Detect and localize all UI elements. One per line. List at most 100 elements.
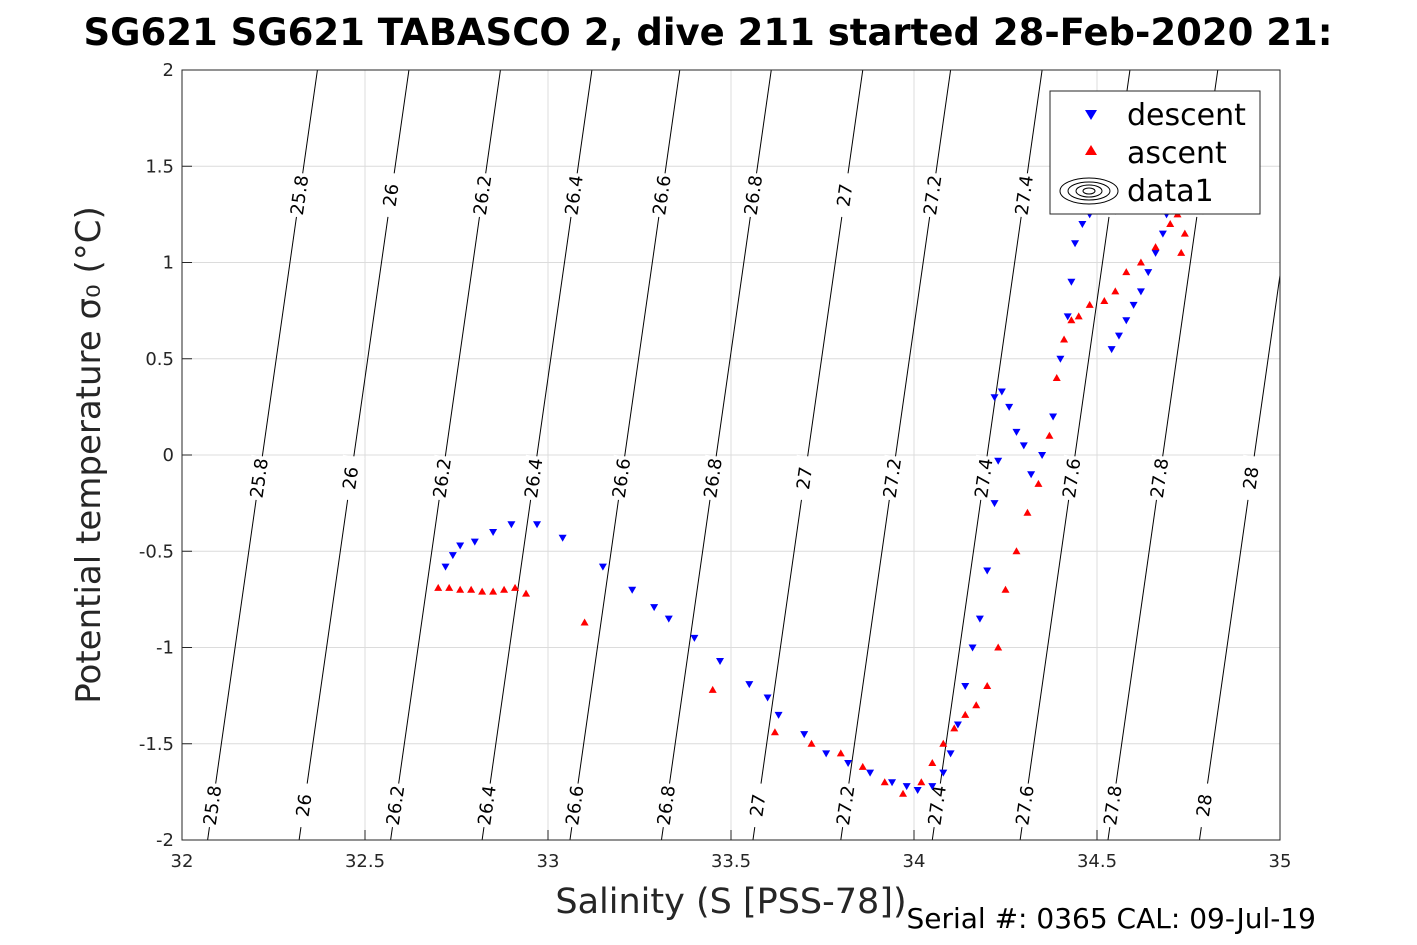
descent-point	[939, 769, 948, 777]
x-tick-label: 35	[1269, 851, 1292, 872]
contour-label: 26.8	[654, 784, 680, 827]
ascent-point	[1034, 479, 1043, 487]
contour-label-bg	[969, 454, 998, 502]
legend-descent-marker	[1085, 110, 1097, 120]
ascent-point	[1052, 374, 1061, 381]
descent-point	[558, 534, 567, 542]
y-tick-label: -2	[156, 830, 174, 851]
contour-label-bg	[830, 171, 859, 219]
ascent-point	[522, 589, 531, 597]
contour-label: 26.2	[383, 784, 409, 827]
descent-point	[997, 388, 1006, 396]
ascent-point	[1001, 585, 1010, 593]
contour-label-bg	[743, 782, 772, 829]
ascent-point	[445, 583, 454, 591]
contour-label-bg	[285, 171, 314, 219]
ascent-point	[1060, 335, 1069, 343]
descent-point	[1063, 313, 1072, 321]
ascent-point	[1067, 316, 1076, 324]
descent-point	[1056, 355, 1065, 363]
descent-point	[1012, 428, 1021, 436]
contour-label: 26.4	[521, 457, 547, 500]
ascent-point	[950, 724, 959, 732]
contour-label: 26.2	[429, 457, 455, 500]
descent-point	[990, 500, 999, 508]
ascent-point	[456, 585, 465, 593]
ascent-point	[1085, 300, 1094, 308]
legend-data1-label: data1	[1127, 174, 1214, 209]
ascent-point	[708, 685, 717, 693]
contour-label-bg	[1145, 454, 1174, 502]
ascent-point	[1166, 220, 1175, 227]
contour-label-bg	[381, 782, 410, 829]
contour-label: 26	[380, 182, 404, 208]
contour-label: 27	[793, 465, 817, 491]
legend-ascent-marker	[1085, 145, 1097, 155]
y-tick-label: -1	[156, 638, 174, 659]
y-tick-label: 2	[163, 60, 174, 81]
contour-label-bg	[377, 171, 406, 219]
ascent-point	[928, 759, 937, 766]
y-tick-label: 1.5	[145, 156, 174, 177]
descent-point	[1049, 413, 1058, 421]
descent-point	[1005, 403, 1014, 411]
ascent-point	[1151, 243, 1160, 251]
contour-label: 26	[339, 465, 363, 491]
descent-point	[866, 769, 875, 777]
density-contour-line	[1198, 271, 1280, 840]
descent-point	[961, 683, 970, 690]
x-tick-label: 33.5	[711, 851, 751, 872]
contour-label-bg	[1237, 454, 1266, 502]
descent-point	[953, 721, 962, 729]
descent-point	[1114, 332, 1123, 340]
contour-label-bg	[699, 454, 728, 502]
contour-label: 27.2	[920, 174, 946, 217]
descent-point	[990, 394, 999, 402]
descent-point	[763, 694, 772, 702]
contour-label-bg	[428, 454, 457, 502]
x-tick-label: 32.5	[345, 851, 385, 872]
contour-label-bg	[519, 454, 548, 502]
contour-label-bg	[245, 454, 274, 502]
descent-point	[1078, 221, 1087, 228]
ascent-point	[1012, 547, 1021, 555]
x-axis-ticks: 32 32.5 33 33.5 34 34.5 35	[171, 830, 1292, 872]
legend-descent-label: descent	[1127, 98, 1246, 133]
ascent-point	[880, 778, 889, 786]
descent-point	[745, 681, 754, 689]
ascent-point	[434, 583, 443, 591]
descent-point	[1027, 471, 1036, 479]
descent-point	[1019, 442, 1028, 450]
ascent-point	[489, 587, 498, 595]
y-axis-label: Potential temperature σ₀ (°C)	[69, 206, 109, 704]
descent-point	[470, 538, 479, 546]
descent-point	[913, 786, 922, 794]
contour-label: 27	[833, 182, 857, 208]
contour-label: 27.4	[1012, 174, 1038, 217]
y-tick-label: -0.5	[139, 541, 174, 562]
descent-point	[507, 521, 516, 529]
contour-label-bg	[1011, 782, 1040, 829]
density-contours: 25.8 25.8 25.8 26 26 26 26.2 26.2 26.2 26.4 26.4 26…	[198, 70, 1280, 840]
serial-cal-footer: Serial #: 0365 CAL: 09-Jul-19	[906, 902, 1316, 935]
descent-point	[1071, 240, 1080, 248]
y-tick-label: 0.5	[145, 349, 174, 370]
contour-label-bg	[560, 782, 589, 829]
ascent-point	[1074, 312, 1083, 320]
descent-point	[650, 604, 659, 612]
ascent-point	[807, 739, 816, 747]
contour-label: 26.6	[649, 174, 675, 217]
ascent-point	[899, 789, 908, 797]
legend-contour-icon	[1059, 177, 1119, 205]
contour-label-bg	[652, 782, 681, 829]
ascent-point	[1136, 258, 1145, 266]
descent-point	[822, 750, 831, 758]
contour-label-bg	[878, 454, 907, 502]
contour-label: 26.4	[474, 784, 500, 827]
contour-label: 27	[746, 793, 770, 819]
contour-label-bg	[831, 782, 860, 829]
contour-label-bg	[473, 782, 502, 829]
contour-label-bg	[918, 171, 947, 219]
descent-point	[716, 657, 725, 665]
